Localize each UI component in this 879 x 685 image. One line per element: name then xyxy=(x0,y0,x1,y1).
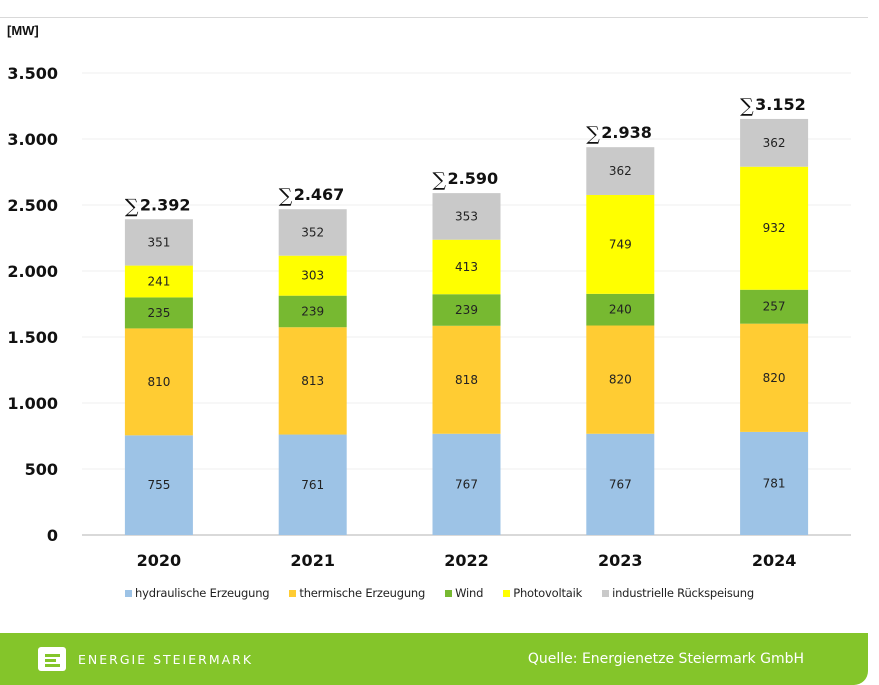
data-label: 239 xyxy=(301,304,324,318)
x-tick-label: 2022 xyxy=(444,551,489,570)
legend-item: industrielle Rückspeisung xyxy=(602,586,754,600)
sum-icon: ∑ xyxy=(279,185,293,207)
energie-steiermark-logo-icon xyxy=(38,647,66,671)
bar-segment xyxy=(278,209,347,256)
bar-segment xyxy=(124,435,193,535)
data-label: 235 xyxy=(147,306,170,320)
source-note: Quelle: Energienetze Steiermark GmbH xyxy=(527,651,804,667)
total-label: 2.938 xyxy=(601,123,652,142)
bar-segment xyxy=(278,255,347,296)
data-label: 257 xyxy=(763,300,786,314)
legend-swatch-icon xyxy=(503,589,511,597)
sum-icon: ∑ xyxy=(740,95,754,117)
bar-segment xyxy=(124,328,193,436)
data-label: 241 xyxy=(147,274,170,288)
data-label: 761 xyxy=(301,478,324,492)
stacked-bar-chart: 0 500 1.000 1.500 2.000 2.500 3.000 3.500 755 810… xyxy=(7,64,851,570)
data-label: 413 xyxy=(455,260,478,274)
bar-segment xyxy=(586,433,655,535)
data-label: 820 xyxy=(763,371,786,385)
x-tick-label: 2024 xyxy=(752,551,797,570)
y-tick-label: 0 xyxy=(47,526,58,545)
data-label: 767 xyxy=(455,477,478,491)
y-tick-label: 1.500 xyxy=(7,328,58,347)
legend-swatch-icon xyxy=(125,589,133,597)
chart-legend: hydraulische Erzeugung thermische Erzeugu… xyxy=(0,586,879,600)
bar-segment xyxy=(124,297,193,329)
y-tick-label: 1.000 xyxy=(7,394,58,413)
data-label: 303 xyxy=(301,269,324,283)
data-label: 810 xyxy=(147,375,170,389)
y-axis-unit-label: [MW] xyxy=(7,23,39,38)
sum-icon: ∑ xyxy=(433,169,447,191)
legend-item: Wind xyxy=(445,586,483,600)
footer-bar: ENERGIE STEIERMARK Quelle: Energienetze … xyxy=(0,633,868,685)
bar-segment xyxy=(740,166,809,290)
data-label: 755 xyxy=(147,478,170,492)
data-label: 239 xyxy=(455,303,478,317)
top-rule xyxy=(0,17,868,18)
legend-item: hydraulische Erzeugung xyxy=(125,586,270,600)
bar-segment xyxy=(124,265,193,298)
legend-label: Photovoltaik xyxy=(513,586,583,600)
bar-segment xyxy=(586,293,655,326)
bar-segment xyxy=(432,433,501,535)
y-tick-label: 2.000 xyxy=(7,262,58,281)
data-label: 240 xyxy=(609,303,632,317)
total-label: 2.467 xyxy=(294,185,345,204)
data-label: 351 xyxy=(147,235,170,249)
legend-swatch-icon xyxy=(445,589,453,597)
bar-segment xyxy=(432,239,501,295)
data-label: 352 xyxy=(301,225,324,239)
data-label: 362 xyxy=(609,164,632,178)
legend-label: hydraulische Erzeugung xyxy=(135,586,270,600)
data-label: 932 xyxy=(763,221,786,235)
y-tick-label: 3.000 xyxy=(7,130,58,149)
bar-segment xyxy=(586,194,655,294)
bar-segment xyxy=(740,323,809,432)
bar-segment xyxy=(740,289,809,324)
bar-segment xyxy=(586,147,655,195)
legend-label: thermische Erzeugung xyxy=(299,586,426,600)
data-label: 820 xyxy=(609,373,632,387)
bar-segment xyxy=(740,118,809,167)
total-label: 3.152 xyxy=(755,95,806,114)
sum-icon: ∑ xyxy=(586,123,600,145)
sum-icon: ∑ xyxy=(125,195,139,217)
bar-segment xyxy=(586,325,655,434)
data-label: 781 xyxy=(763,476,786,490)
bar-segment xyxy=(432,325,501,434)
legend-item: Photovoltaik xyxy=(503,586,582,600)
bar-segment xyxy=(278,327,347,435)
bar-segment xyxy=(124,219,193,266)
y-tick-label: 500 xyxy=(25,460,58,479)
bar-segment xyxy=(432,294,501,326)
legend-swatch-icon xyxy=(602,589,610,597)
data-label: 353 xyxy=(455,209,478,223)
bar-segment xyxy=(278,434,347,535)
legend-swatch-icon xyxy=(289,589,297,597)
x-tick-label: 2023 xyxy=(598,551,643,570)
data-label: 749 xyxy=(609,237,632,251)
legend-label: Wind xyxy=(455,586,484,600)
data-label: 813 xyxy=(301,374,324,388)
bar-segment xyxy=(278,295,347,328)
data-label: 767 xyxy=(609,477,632,491)
x-tick-label: 2020 xyxy=(137,551,182,570)
legend-item: thermische Erzeugung xyxy=(289,586,425,600)
x-tick-label: 2021 xyxy=(290,551,335,570)
data-label: 818 xyxy=(455,373,478,387)
bar-segment xyxy=(740,431,809,535)
legend-label: industrielle Rückspeisung xyxy=(612,586,754,600)
total-label: 2.392 xyxy=(140,195,191,214)
total-label: 2.590 xyxy=(448,169,499,188)
y-tick-label: 3.500 xyxy=(7,64,58,83)
y-tick-label: 2.500 xyxy=(7,196,58,215)
bar-segment xyxy=(432,193,501,240)
data-label: 362 xyxy=(763,136,786,150)
brand-name: ENERGIE STEIERMARK xyxy=(78,652,254,667)
